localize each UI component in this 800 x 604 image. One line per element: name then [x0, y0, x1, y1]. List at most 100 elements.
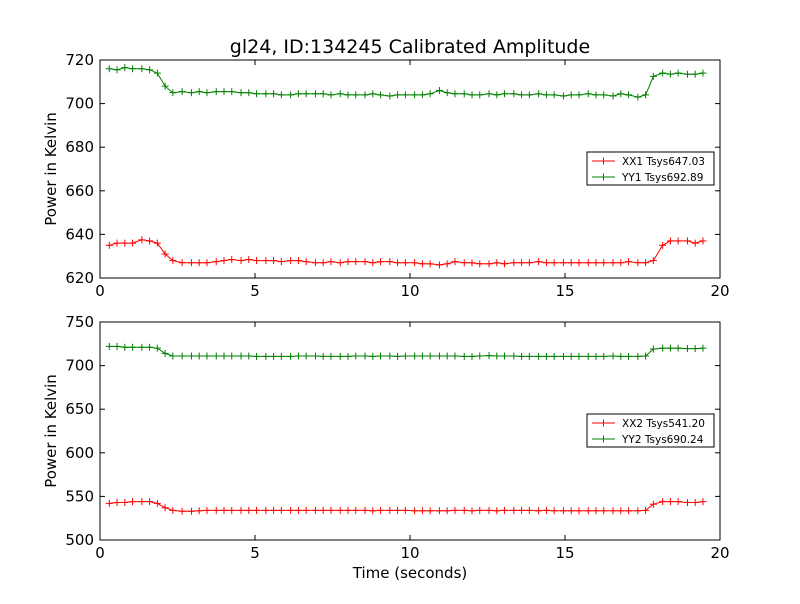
- data-point: [336, 90, 344, 98]
- data-point: [146, 66, 154, 74]
- data-point: [287, 91, 295, 99]
- data-point: [336, 259, 344, 267]
- data-point: [600, 259, 608, 267]
- data-point: [451, 352, 459, 360]
- data-point: [525, 506, 533, 514]
- data-point: [501, 506, 509, 514]
- data-point: [105, 499, 113, 507]
- data-point: [319, 90, 327, 98]
- data-point: [302, 258, 310, 266]
- data-point: [575, 507, 583, 515]
- data-point: [510, 259, 518, 267]
- data-point: [220, 88, 228, 96]
- data-point: [691, 239, 699, 247]
- y-tick-label: 600: [65, 444, 94, 462]
- data-point: [691, 70, 699, 78]
- data-point: [138, 343, 146, 351]
- data-point: [262, 506, 270, 514]
- data-point: [659, 344, 667, 352]
- data-point: [138, 498, 146, 506]
- data-point: [550, 259, 558, 267]
- y-tick-label: 720: [65, 51, 94, 69]
- data-point: [129, 343, 137, 351]
- data-point: [401, 91, 409, 99]
- y-tick-label: 650: [65, 400, 94, 418]
- data-point: [212, 258, 220, 266]
- data-point: [411, 91, 419, 99]
- data-point: [592, 507, 600, 515]
- data-point: [386, 92, 394, 100]
- data-point: [121, 343, 129, 351]
- data-point: [666, 70, 674, 78]
- data-point: [369, 352, 377, 360]
- data-point: [584, 352, 592, 360]
- data-point: [550, 91, 558, 99]
- data-point: [649, 345, 657, 353]
- data-point: [575, 352, 583, 360]
- y-tick-label: 640: [65, 225, 94, 243]
- data-point: [352, 258, 360, 266]
- data-point: [153, 344, 161, 352]
- data-point: [642, 259, 650, 267]
- data-point: [336, 506, 344, 514]
- data-point: [311, 90, 319, 98]
- data-point: [212, 506, 220, 514]
- x-tick-label: 5: [250, 544, 260, 562]
- data-point: [336, 352, 344, 360]
- data-point: [575, 259, 583, 267]
- data-point: [344, 352, 352, 360]
- data-point: [121, 239, 129, 247]
- legend: XX2 Tsys541.20 YY2 Tsys690.24: [586, 413, 715, 448]
- x-tick-label: 10: [400, 282, 419, 300]
- data-point: [525, 259, 533, 267]
- data-point: [493, 352, 501, 360]
- data-point: [169, 89, 177, 97]
- y-tick-label: 680: [65, 138, 94, 156]
- data-point: [311, 352, 319, 360]
- data-point: [674, 344, 682, 352]
- data-point: [617, 507, 625, 515]
- data-point: [674, 237, 682, 245]
- data-point: [302, 352, 310, 360]
- data-point: [625, 352, 633, 360]
- legend-entry-label: XX2 Tsys541.20: [622, 418, 705, 430]
- data-point: [153, 69, 161, 77]
- x-tick-label: 15: [555, 282, 574, 300]
- data-point: [493, 91, 501, 99]
- data-point: [270, 257, 278, 265]
- data-point: [600, 352, 608, 360]
- data-point: [277, 506, 285, 514]
- data-point: [161, 250, 169, 258]
- data-point: [625, 258, 633, 266]
- data-point: [361, 352, 369, 360]
- data-point: [493, 507, 501, 515]
- data-point: [187, 89, 195, 97]
- data-point: [386, 352, 394, 360]
- data-point: [617, 90, 625, 98]
- data-point: [683, 345, 691, 353]
- data-point: [203, 352, 211, 360]
- data-point: [550, 352, 558, 360]
- data-point: [327, 258, 335, 266]
- x-tick-label: 15: [555, 544, 574, 562]
- data-point: [169, 506, 177, 514]
- data-point: [327, 506, 335, 514]
- data-point: [666, 498, 674, 506]
- data-point: [377, 352, 385, 360]
- data-point: [559, 92, 567, 100]
- data-point: [153, 239, 161, 247]
- data-point: [567, 507, 575, 515]
- data-point: [270, 90, 278, 98]
- data-point: [699, 344, 707, 352]
- y-tick-label: 750: [65, 313, 94, 331]
- data-point: [634, 352, 642, 360]
- data-point: [625, 91, 633, 99]
- data-point: [253, 90, 261, 98]
- data-point: [418, 507, 426, 515]
- data-point: [302, 90, 310, 98]
- data-point: [443, 507, 451, 515]
- data-point: [476, 506, 484, 514]
- data-point: [245, 352, 253, 360]
- data-point: [476, 352, 484, 360]
- y-axis-label: Power in Kelvin: [42, 374, 60, 488]
